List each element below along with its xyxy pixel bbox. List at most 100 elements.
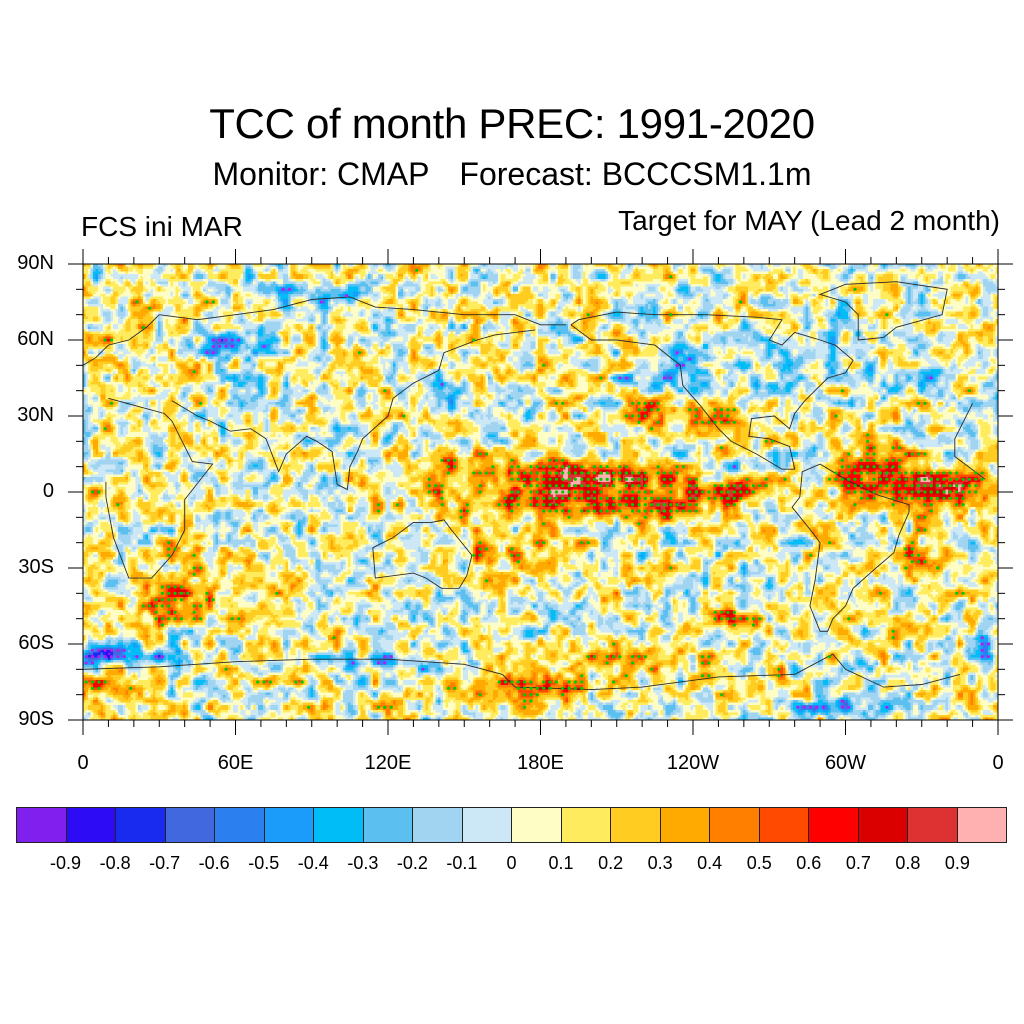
significance-dot-positive — [936, 471, 940, 475]
significance-dot-positive — [624, 674, 628, 678]
significance-dot-positive — [624, 503, 628, 507]
significance-dot-positive — [669, 471, 673, 475]
significance-dot-positive — [586, 477, 590, 481]
significance-dot-positive — [523, 477, 527, 481]
significance-dot-positive — [694, 509, 698, 513]
coastline — [372, 519, 473, 589]
significance-dot-positive — [211, 598, 215, 602]
significance-dot-positive — [650, 503, 654, 507]
significance-dot-positive — [878, 477, 883, 481]
significance-dot-negative — [237, 338, 241, 342]
significance-dot-positive — [599, 496, 603, 500]
significance-dot-positive — [904, 490, 908, 494]
significance-dot-positive — [561, 401, 565, 405]
significance-dot-positive — [529, 680, 533, 684]
significance-dot-positive — [707, 655, 711, 659]
significance-dot-positive — [955, 477, 959, 481]
significance-dot-positive — [866, 439, 870, 443]
significance-dot-positive — [97, 686, 101, 690]
significance-dot-positive — [497, 503, 501, 507]
significance-dot-positive — [650, 509, 654, 513]
significance-dot-positive — [840, 458, 844, 462]
significance-dot-positive — [923, 496, 927, 500]
significance-dot-positive — [974, 490, 978, 494]
significance-dot-positive — [192, 553, 196, 557]
significance-dot-positive — [516, 553, 520, 557]
significance-dot-positive — [872, 477, 876, 481]
significance-dot-positive — [910, 496, 914, 500]
significance-dot-positive — [573, 496, 578, 500]
significance-dot-positive — [643, 503, 647, 507]
significance-dot-positive — [561, 458, 565, 462]
significance-dot-positive — [847, 465, 851, 469]
significance-dot-positive — [688, 477, 692, 481]
significance-dot-positive — [923, 515, 927, 519]
significance-dot-negative — [230, 344, 234, 348]
significance-dot-positive — [592, 655, 597, 659]
significance-dot-positive — [967, 389, 972, 393]
colorbar-swatch — [659, 807, 710, 843]
significance-dot-positive — [656, 496, 660, 500]
significance-dot-positive — [764, 484, 768, 488]
significance-dot-positive — [847, 471, 851, 475]
significance-dot-positive — [573, 484, 578, 488]
significance-dot-positive — [739, 617, 743, 621]
significance-dot-positive — [523, 680, 527, 684]
significance-dot-negative — [281, 287, 285, 291]
significance-dot-positive — [167, 541, 171, 545]
significance-dot-positive — [726, 617, 730, 621]
significance-dot-positive — [294, 680, 298, 684]
significance-dot-positive — [453, 686, 457, 690]
significance-dot-positive — [535, 484, 539, 488]
significance-dot-positive — [523, 693, 527, 697]
significance-dot-negative — [383, 655, 387, 659]
significance-dot-positive — [529, 471, 533, 475]
significance-dot-positive — [504, 680, 508, 684]
significance-dot-positive — [376, 509, 381, 513]
significance-dot-positive — [529, 686, 533, 690]
significance-dot-positive — [376, 503, 381, 507]
significance-dot-positive — [878, 471, 883, 475]
significance-dot-positive — [904, 471, 908, 475]
significance-dot-negative — [376, 661, 381, 665]
significance-dot-positive — [84, 680, 88, 684]
significance-dot-positive — [662, 484, 667, 488]
significance-dot-positive — [878, 465, 883, 469]
significance-dot-positive — [732, 610, 736, 614]
colorbar-label: -0.9 — [50, 853, 82, 873]
significance-dot-positive — [948, 496, 952, 500]
significance-dot-positive — [694, 420, 698, 424]
significance-dot-positive — [847, 484, 851, 488]
colorbar-label: 0.4 — [697, 853, 723, 873]
map-panel: TCC of month PREC: 1991-2020 Monitor: CM… — [17, 100, 1013, 774]
significance-dot-positive — [732, 496, 736, 500]
significance-dot-positive — [275, 591, 279, 595]
significance-dot-positive — [650, 490, 654, 494]
significance-dot-positive — [955, 503, 959, 507]
significance-dot-positive — [726, 414, 730, 418]
significance-dot-positive — [891, 496, 895, 500]
significance-dot-positive — [580, 686, 584, 690]
significance-dot-negative — [421, 667, 425, 671]
coastline — [82, 653, 961, 691]
significance-dot-positive — [631, 503, 635, 507]
significance-dot-positive — [300, 680, 304, 684]
significance-dot-positive — [535, 496, 539, 500]
significance-dot-positive — [561, 693, 565, 697]
significance-dot-positive — [484, 579, 489, 583]
significance-dot-positive — [923, 401, 927, 405]
significance-dot-positive — [917, 560, 921, 564]
significance-dot-positive — [554, 496, 559, 500]
significance-dot-positive — [605, 465, 609, 469]
significance-dot-negative — [97, 655, 101, 659]
significance-dot-positive — [516, 560, 520, 564]
map-frame — [82, 263, 999, 721]
significance-dot-negative — [262, 344, 266, 348]
significance-dot-positive — [637, 522, 641, 526]
significance-dot-negative — [809, 705, 813, 709]
x-tick-label: 0 — [992, 752, 1004, 774]
significance-dot-negative — [986, 655, 991, 659]
significance-dot-positive — [631, 655, 635, 659]
significance-dot-positive — [948, 484, 952, 488]
significance-dot-positive — [643, 401, 647, 405]
